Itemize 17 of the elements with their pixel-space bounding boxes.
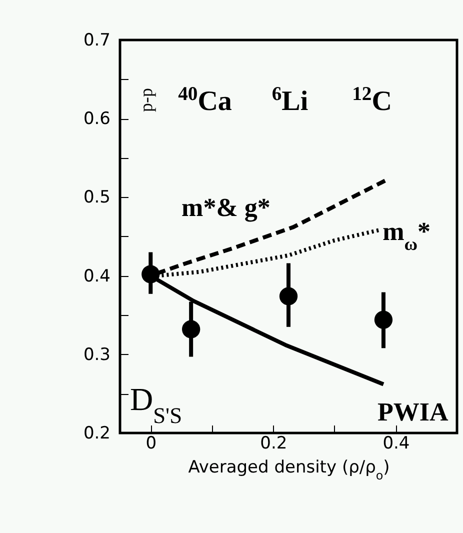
x-axis-title: Averaged density (ρ/ρ$_{o}$) [188,458,390,482]
x-tick-label: 0.4 [382,434,410,454]
y-tick-label: 0.6 [83,109,110,130]
y-tick-label: 0.4 [83,266,110,286]
annotation: $^{40}$Ca [178,84,232,117]
series-label: m*& g* [182,192,270,222]
y-tick-label: 0.7 [83,30,110,50]
annotation: D$_{S'S}$ [130,381,182,428]
y-tick-label: 0.3 [83,344,110,365]
series-label: m$_{ω}$* [382,217,431,254]
y-tick-label: 0.5 [83,188,110,208]
series-label: PWIA [377,397,448,426]
annotation: p-p [136,88,156,112]
x-tick-label: 0 [146,434,157,454]
x-tick-label: 0.2 [260,434,288,454]
annotation: $^{12}$C [352,84,392,117]
annotation: $^{6}$Li [272,84,308,117]
